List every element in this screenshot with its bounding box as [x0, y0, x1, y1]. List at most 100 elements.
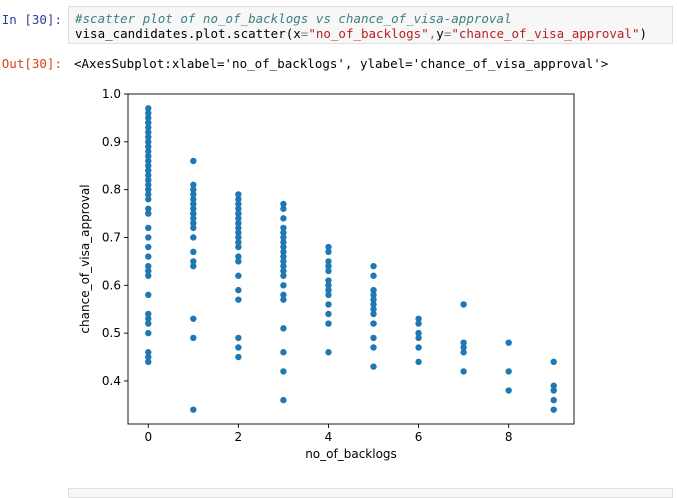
x-tick-label: 6 — [415, 430, 423, 444]
x-axis-label: no_of_backlogs — [305, 447, 397, 461]
scatter-point — [280, 262, 287, 270]
output-prompt: Out[30]: — [1, 56, 62, 71]
scatter-point — [460, 301, 467, 308]
scatter-point — [280, 215, 287, 222]
scatter-point — [325, 291, 332, 299]
scatter-point — [415, 320, 422, 327]
scatter-point — [145, 105, 152, 112]
scatter-point — [235, 239, 242, 246]
scatter-point — [370, 286, 377, 294]
scatter-point — [145, 167, 152, 174]
scatter-point — [460, 368, 467, 375]
scatter-point — [145, 157, 152, 165]
scatter-point — [190, 210, 197, 217]
code-arg-y-name: y — [436, 26, 444, 41]
x-tick-label: 0 — [144, 430, 152, 444]
scatter-point — [370, 344, 377, 351]
scatter-point — [235, 210, 242, 217]
scatter-point — [415, 358, 422, 366]
scatter-point — [190, 234, 197, 241]
axes-frame — [127, 93, 575, 425]
scatter-point — [145, 329, 152, 337]
ticks-layer: 0 2 4 6 8 0.4 0.5 0.6 0.7 0.8 0.9 1.0 — [102, 87, 513, 444]
scatter-point — [550, 387, 557, 394]
y-tick-label: 0.9 — [102, 135, 121, 149]
scatter-point — [235, 196, 242, 203]
code-cell[interactable]: #scatter plot of no_of_backlogs vs chanc… — [68, 6, 673, 44]
scatter-point — [145, 262, 152, 270]
scatter-point — [235, 334, 242, 342]
scatter-plot-svg: 0 2 4 6 8 0.4 0.5 0.6 0.7 0.8 0.9 1.0 no_of_backlog… — [78, 87, 575, 461]
next-code-cell[interactable] — [68, 488, 673, 498]
scatter-point — [325, 243, 332, 251]
scatter-point — [325, 267, 332, 275]
scatter-point — [550, 382, 557, 389]
scatter-point — [235, 229, 242, 236]
code-call: visa_candidates.plot.scatter( — [75, 26, 294, 41]
scatter-point — [460, 339, 467, 346]
scatter-point — [190, 205, 197, 212]
scatter-plot: 0 2 4 6 8 0.4 0.5 0.6 0.7 0.8 0.9 1.0 no_of_backlog… — [68, 80, 588, 474]
scatter-point — [190, 315, 197, 322]
scatter-point — [550, 406, 557, 413]
y-tick-label: 0.7 — [102, 230, 121, 244]
scatter-point — [190, 181, 197, 189]
scatter-point — [145, 353, 152, 361]
scatter-point — [190, 157, 197, 165]
scatter-point — [145, 176, 152, 184]
scatter-point — [145, 205, 152, 212]
scatter-point — [235, 353, 242, 361]
scatter-point — [280, 234, 287, 241]
scatter-point — [235, 253, 242, 260]
scatter-point — [145, 181, 152, 189]
y-tick-label: 0.4 — [102, 374, 121, 388]
y-tick-label: 0.5 — [102, 326, 121, 340]
scatter-point — [190, 262, 197, 270]
scatter-point — [460, 349, 467, 356]
scatter-point — [235, 234, 242, 241]
scatter-point — [280, 229, 287, 236]
scatter-point — [235, 215, 242, 222]
scatter-point — [280, 258, 287, 265]
scatter-point — [145, 133, 152, 141]
scatter-point — [370, 320, 377, 327]
scatter-point — [370, 301, 377, 308]
code-suffix: ) — [639, 26, 648, 41]
scatter-point — [370, 306, 377, 313]
points-layer — [145, 105, 557, 413]
scatter-point — [145, 109, 152, 117]
scatter-point — [370, 291, 377, 299]
scatter-point — [280, 368, 287, 375]
scatter-point — [280, 205, 287, 212]
scatter-point — [280, 325, 287, 332]
scatter-point — [145, 349, 152, 356]
scatter-point — [145, 224, 152, 232]
output-text: <AxesSubplot:xlabel='no_of_backlogs', yl… — [74, 56, 609, 71]
scatter-point — [145, 138, 152, 146]
scatter-point — [415, 344, 422, 351]
scatter-point — [190, 334, 197, 342]
scatter-point — [370, 310, 377, 318]
scatter-point — [145, 114, 152, 122]
scatter-point — [145, 267, 152, 275]
scatter-point — [235, 296, 242, 303]
scatter-point — [145, 119, 152, 126]
scatter-point — [415, 329, 422, 337]
scatter-point — [145, 129, 152, 136]
scatter-point — [235, 205, 242, 212]
scatter-point — [550, 358, 557, 366]
scatter-point — [235, 344, 242, 351]
scatter-point — [325, 320, 332, 327]
code-comment: #scatter plot of no_of_backlogs vs chanc… — [75, 11, 512, 26]
scatter-point — [280, 396, 287, 404]
scatter-point — [190, 406, 197, 413]
scatter-point — [145, 310, 152, 318]
scatter-point — [325, 349, 332, 356]
scatter-point — [325, 248, 332, 256]
scatter-point — [235, 286, 242, 294]
scatter-point — [235, 243, 242, 251]
scatter-point — [145, 148, 152, 155]
scatter-point — [145, 143, 152, 150]
scatter-point — [190, 215, 197, 222]
scatter-point — [145, 186, 152, 193]
